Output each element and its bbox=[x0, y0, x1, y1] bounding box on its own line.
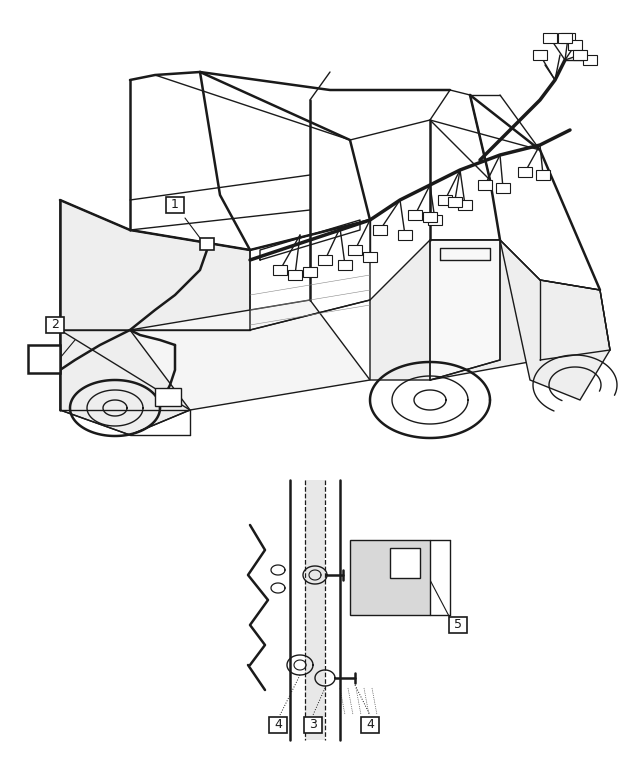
Text: 4: 4 bbox=[366, 719, 374, 731]
Text: 1: 1 bbox=[171, 198, 179, 211]
Bar bbox=[200, 238, 214, 250]
Bar bbox=[338, 260, 352, 270]
Bar bbox=[438, 195, 452, 205]
Bar bbox=[449, 617, 467, 633]
Bar bbox=[561, 33, 575, 43]
Polygon shape bbox=[130, 300, 370, 410]
Bar bbox=[373, 225, 387, 235]
Bar bbox=[478, 180, 492, 190]
Text: 4: 4 bbox=[274, 719, 282, 731]
Text: 5: 5 bbox=[454, 618, 462, 632]
Bar bbox=[361, 717, 379, 733]
Bar bbox=[350, 540, 430, 615]
Polygon shape bbox=[370, 240, 540, 380]
Bar bbox=[155, 388, 181, 406]
Bar bbox=[458, 200, 472, 210]
Bar bbox=[408, 210, 422, 220]
Bar bbox=[273, 265, 287, 275]
Bar bbox=[496, 183, 510, 193]
Bar bbox=[303, 267, 317, 277]
Bar bbox=[398, 230, 412, 240]
Bar bbox=[269, 717, 287, 733]
Bar bbox=[46, 317, 64, 333]
Bar bbox=[423, 212, 437, 222]
Polygon shape bbox=[430, 240, 500, 380]
Text: 2: 2 bbox=[51, 319, 59, 332]
Bar bbox=[348, 245, 362, 255]
Bar bbox=[166, 197, 184, 213]
Bar bbox=[390, 548, 420, 578]
Polygon shape bbox=[60, 200, 250, 410]
Bar bbox=[518, 167, 532, 177]
Bar bbox=[558, 33, 572, 43]
Bar bbox=[543, 33, 557, 43]
Bar bbox=[305, 480, 325, 740]
Polygon shape bbox=[500, 240, 610, 400]
Bar bbox=[428, 215, 442, 225]
Bar bbox=[573, 50, 587, 60]
Bar bbox=[318, 255, 332, 265]
Bar bbox=[583, 55, 597, 65]
Bar bbox=[28, 345, 60, 373]
Text: 3: 3 bbox=[309, 719, 317, 731]
Bar bbox=[448, 197, 462, 207]
Bar bbox=[288, 270, 302, 280]
Bar bbox=[568, 40, 582, 50]
Bar bbox=[533, 50, 547, 60]
Bar bbox=[304, 717, 322, 733]
Polygon shape bbox=[60, 330, 190, 435]
Bar bbox=[363, 252, 377, 262]
Bar bbox=[536, 170, 550, 180]
